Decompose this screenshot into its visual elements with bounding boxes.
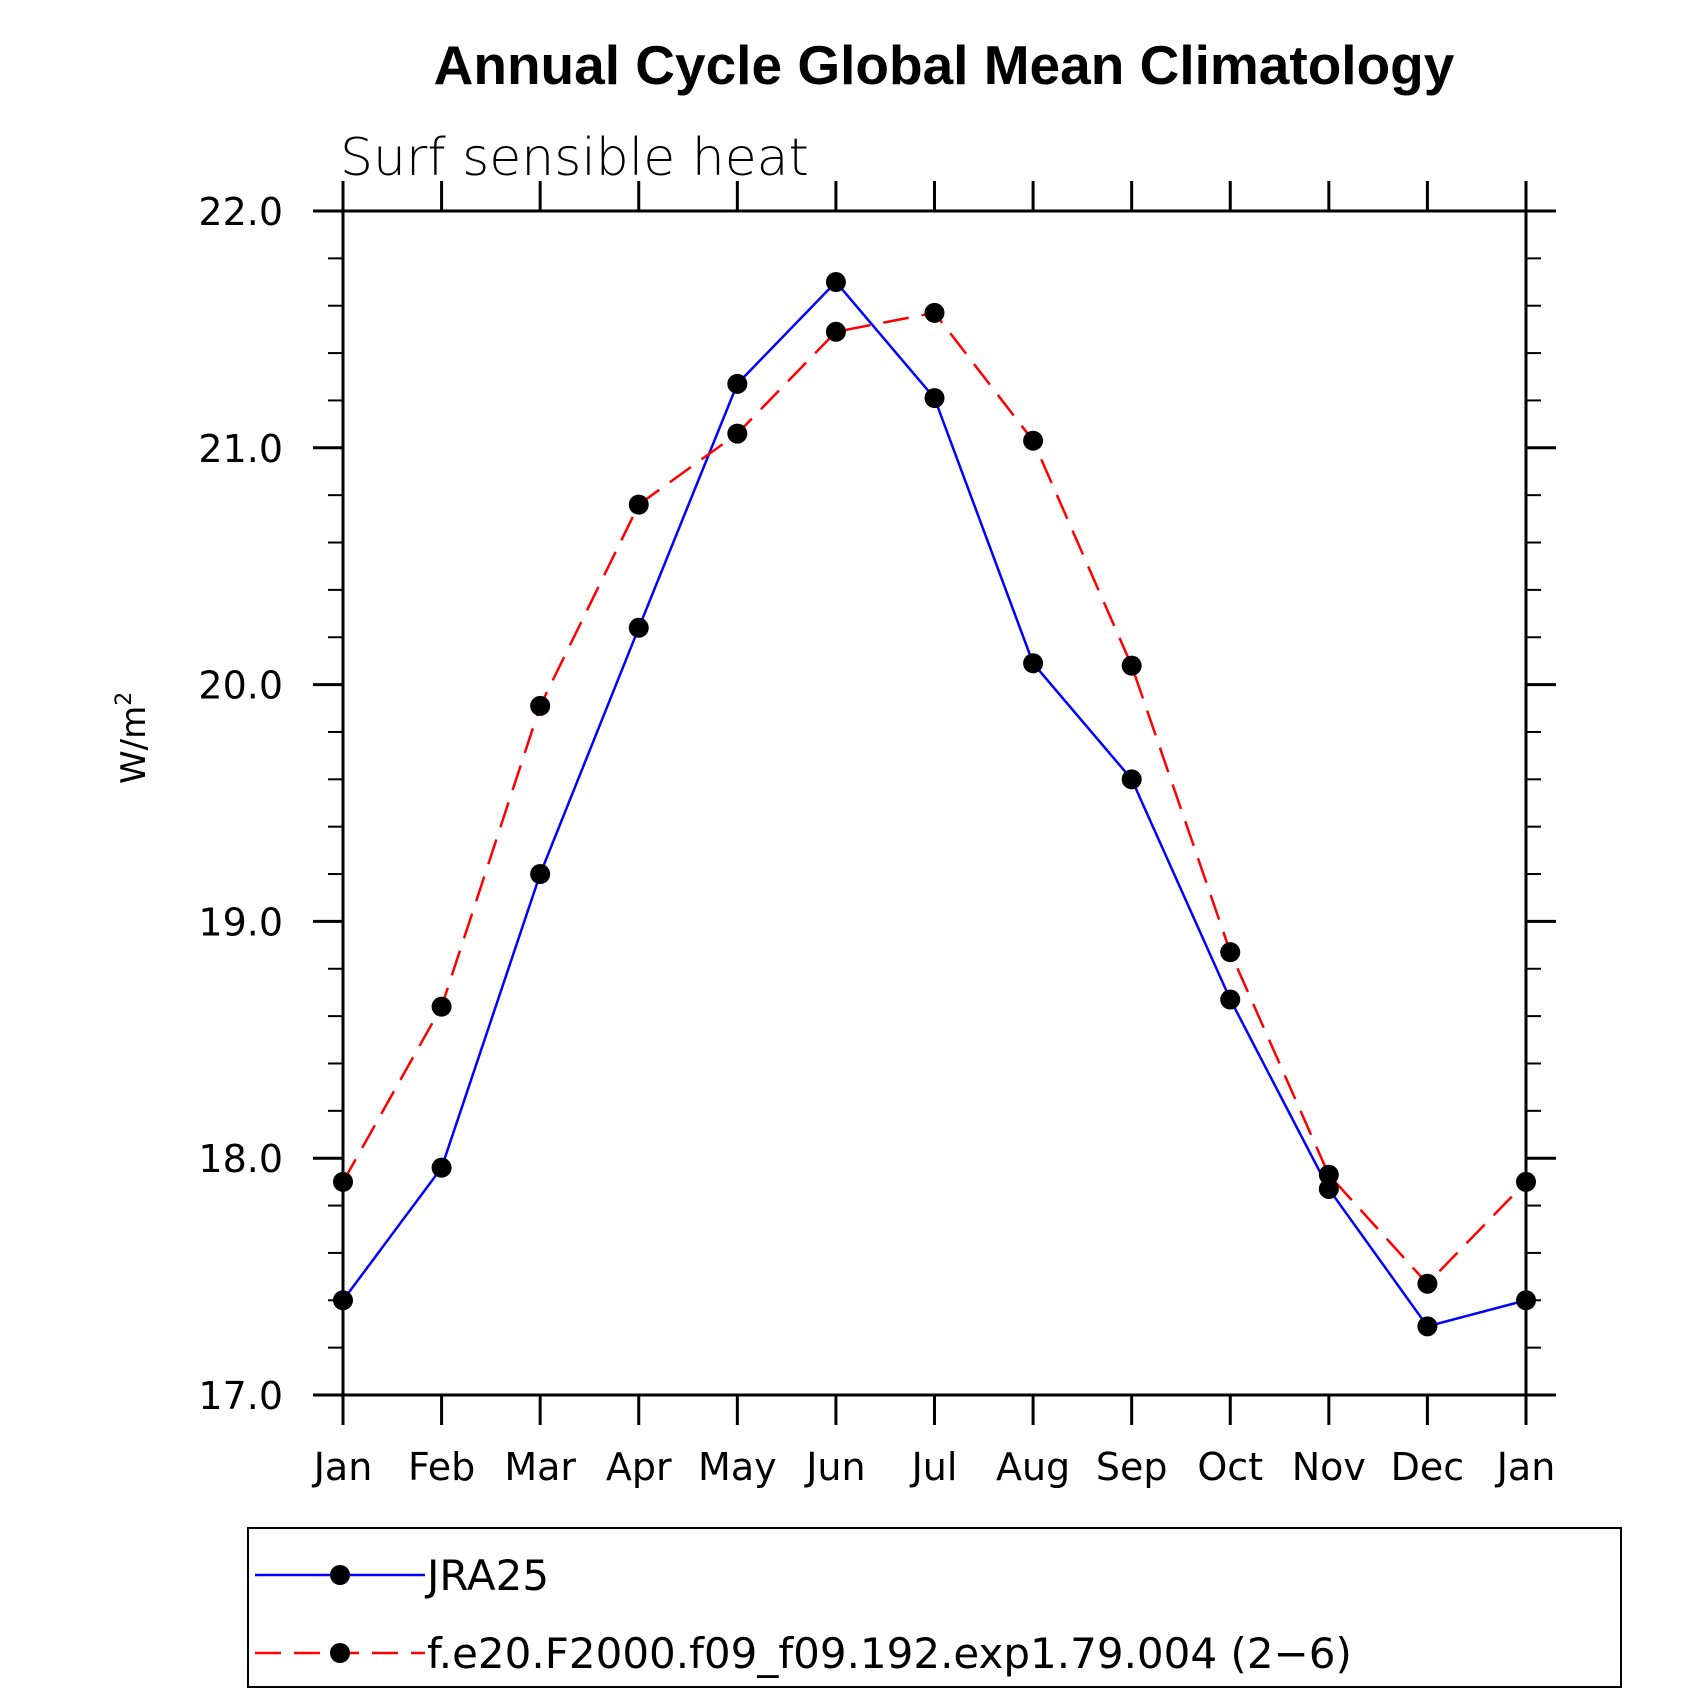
data-point-s0 — [628, 617, 649, 638]
data-point-s1 — [333, 1171, 353, 1192]
data-point-s0 — [1318, 1178, 1339, 1199]
x-tick-label: Jan — [312, 1445, 373, 1489]
data-point-s1 — [1220, 942, 1241, 963]
y-axis-label: W/m2 — [112, 692, 154, 784]
legend: JRA25 f.e20.F2000.f09_f09.192.exp1.79.004… — [247, 1527, 1622, 1688]
data-point-s1 — [628, 494, 649, 515]
x-tick-label: Jun — [804, 1445, 865, 1489]
x-tick-label: Aug — [996, 1445, 1070, 1489]
data-point-s0 — [1516, 1290, 1536, 1311]
x-tick-label: Jul — [910, 1445, 958, 1489]
data-point-s1 — [530, 695, 551, 716]
x-tick-label: Oct — [1197, 1445, 1263, 1489]
data-point-s1 — [1516, 1171, 1536, 1192]
x-tick-label: Apr — [606, 1445, 672, 1489]
y-tick-label: 22.0 — [198, 190, 283, 234]
series-line-1 — [341, 311, 1527, 1286]
x-tick-label: Nov — [1292, 1445, 1366, 1489]
data-point-s0 — [924, 388, 945, 409]
legend-label-0: JRA25 — [424, 1551, 549, 1600]
legend-box — [247, 1527, 1622, 1688]
data-point-s1 — [825, 321, 846, 342]
series-line-0 — [341, 280, 1527, 1328]
y-tick-label: 18.0 — [198, 1137, 283, 1181]
data-point-s0 — [825, 272, 846, 293]
legend-marker-1 — [330, 1643, 350, 1663]
axes: 17.0 18.0 19.0 20.0 21.0 22.0 Jan Feb Mar Apr May J… — [198, 181, 1556, 1489]
series-layer — [333, 272, 1536, 1337]
y-tick-label: 21.0 — [198, 427, 283, 471]
chart-subtitle: Surf sensible heat — [340, 128, 809, 188]
legend-label-1: f.e20.F2000.f09_f09.192.exp1.79.004 (2−6… — [427, 1629, 1352, 1678]
x-tick-label: Mar — [504, 1445, 576, 1489]
data-point-s1 — [431, 996, 452, 1017]
y-tick-label: 19.0 — [198, 900, 283, 944]
data-point-s0 — [1023, 653, 1044, 674]
data-point-s1 — [727, 423, 748, 444]
data-point-s0 — [1121, 769, 1142, 790]
data-point-s0 — [727, 373, 748, 394]
x-tick-label: Jan — [1495, 1445, 1556, 1489]
data-point-s0 — [530, 864, 551, 885]
data-point-s1 — [1417, 1273, 1438, 1294]
y-tick-label: 17.0 — [198, 1374, 283, 1418]
x-tick-label: Sep — [1096, 1445, 1168, 1489]
x-tick-label: Feb — [408, 1445, 475, 1489]
data-point-s1 — [1318, 1164, 1339, 1185]
x-tick-label: May — [698, 1445, 777, 1489]
x-tick-label: Dec — [1391, 1445, 1465, 1489]
data-point-s0 — [1220, 989, 1241, 1010]
data-point-s1 — [1023, 430, 1044, 451]
data-point-s1 — [1121, 655, 1142, 676]
data-point-s0 — [431, 1157, 452, 1178]
data-point-s0 — [333, 1290, 353, 1311]
y-tick-label: 20.0 — [198, 664, 283, 708]
chart-title: Annual Cycle Global Mean Climatology — [434, 34, 1455, 96]
legend-marker-0 — [330, 1565, 350, 1585]
data-point-s0 — [1417, 1316, 1438, 1337]
data-point-s1 — [924, 302, 945, 323]
